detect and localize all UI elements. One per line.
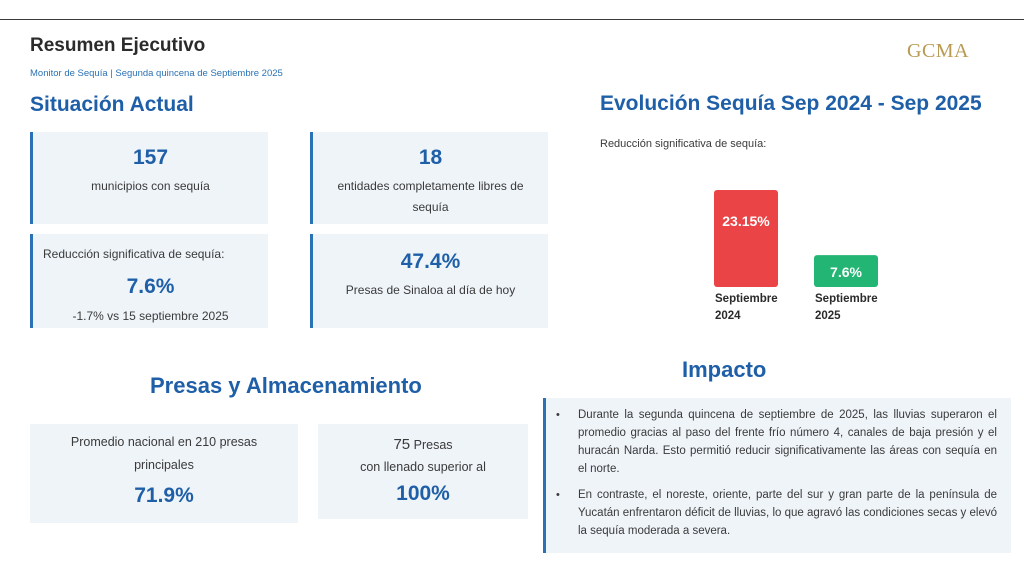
presas-sinaloa-value: 47.4% — [400, 250, 461, 273]
impacto-card: • Durante la segunda quincena de septiem… — [543, 398, 1011, 553]
chart-note: Reducción significativa de sequía: — [600, 138, 767, 150]
promedio-value: 71.9% — [134, 484, 194, 507]
evolucion-heading: Evolución Sequía Sep 2024 - Sep 2025 — [600, 92, 982, 115]
impacto-heading: Impacto — [682, 357, 767, 382]
presas-count: 75 — [393, 436, 411, 453]
bar-value-label-2: 7.6% — [830, 264, 862, 280]
reduccion-note: -1.7% vs 15 septiembre 2025 — [72, 309, 229, 323]
presas-llenado-card: 75 Presas con llenado superior al 100% — [318, 424, 528, 519]
municipios-card: 157 municipios con sequía — [30, 132, 268, 224]
reduccion-label: Reducción significativa de sequía: — [43, 247, 225, 261]
top-divider — [0, 19, 1024, 20]
category-label-1-line-1: Septiembre — [715, 293, 778, 305]
presas-sinaloa-card: 47.4% Presas de Sinaloa al día de hoy — [310, 234, 548, 328]
entidades-card: 18 entidades completamente libres de seq… — [310, 132, 548, 224]
impacto-bullet-1: • Durante la segunda quincena de septiem… — [556, 406, 997, 478]
category-label-1-line-2: 2024 — [715, 310, 741, 322]
impacto-list: • Durante la segunda quincena de septiem… — [546, 398, 1011, 540]
bullet-icon: • — [556, 489, 560, 501]
situacion-heading: Situación Actual — [30, 93, 194, 116]
promedio-nacional-card: Promedio nacional en 210 presas principa… — [30, 424, 298, 523]
bar-value-label-1: 23.15% — [722, 213, 770, 229]
promedio-label-line2: principales — [134, 458, 194, 472]
bar-1 — [714, 190, 778, 287]
presas-count-unit: Presas — [413, 438, 453, 452]
entidades-value: 18 — [418, 146, 443, 169]
entidades-label-line2: sequía — [412, 200, 449, 214]
impacto-bullet-text-1: Durante la segunda quincena de septiembr… — [578, 409, 997, 475]
municipios-label: municipios con sequía — [91, 179, 210, 193]
reduccion-card: Reducción significativa de sequía: 7.6% … — [30, 234, 268, 328]
gcma-logo: GCMA — [907, 40, 970, 62]
promedio-label-line1: Promedio nacional en 210 presas — [70, 435, 258, 449]
page-subtitle: Monitor de Sequía | Segunda quincena de … — [30, 68, 283, 79]
category-label-2-line-2: 2025 — [815, 310, 841, 322]
category-label-2-line-1: Septiembre — [815, 293, 878, 305]
reduccion-value: 7.6% — [126, 275, 175, 298]
presas-llenado-label: con llenado superior al — [360, 460, 486, 474]
impacto-bullet-text-2: En contraste, el noreste, oriente, parte… — [578, 489, 997, 537]
impacto-bullet-2: • En contraste, el noreste, oriente, par… — [556, 486, 997, 540]
entidades-label-line1: entidades completamente libres de — [337, 179, 524, 193]
drought-bar-chart: 23.15% Septiembre 2024 7.6% Septiembre 2025 — [714, 190, 878, 322]
presas-llenado-value: 100% — [396, 482, 450, 505]
bar-2 — [814, 255, 878, 287]
bullet-icon: • — [556, 409, 560, 421]
presas-sinaloa-label: Presas de Sinaloa al día de hoy — [345, 283, 516, 297]
page-title: Resumen Ejecutivo — [30, 35, 206, 56]
municipios-value: 157 — [132, 146, 169, 169]
presas-count-line: 75 Presas — [318, 434, 528, 456]
presas-heading: Presas y Almacenamiento — [150, 373, 422, 398]
